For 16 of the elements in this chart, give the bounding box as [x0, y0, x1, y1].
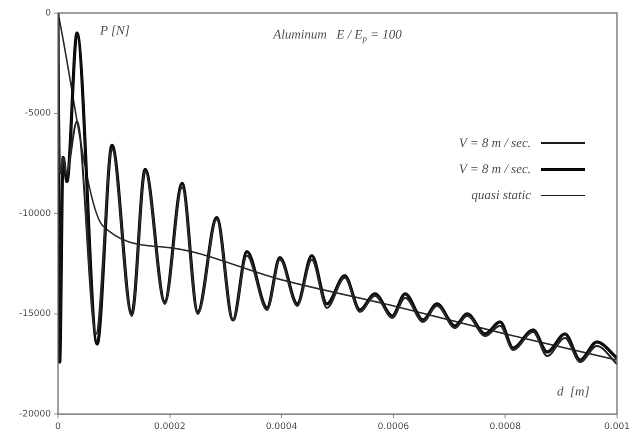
legend-label: V = 8 m / sec.	[458, 135, 531, 151]
y-tick-label: -20000	[19, 410, 52, 420]
x-tick-label: 0.0004	[266, 422, 298, 432]
y-tick-label: -10000	[19, 208, 52, 219]
y-tick-label: -15000	[19, 309, 52, 320]
y-tick-label: 0	[45, 8, 52, 18]
x-tick-label: 0.0008	[489, 422, 522, 432]
x-tick-label: 0.001	[604, 422, 630, 432]
x-axis-title: d [m]	[557, 384, 590, 399]
x-tick-label: 0	[55, 422, 62, 432]
y-axis-title: P [N]	[99, 22, 130, 38]
y-tick-label: -5000	[24, 108, 52, 119]
x-tick-label: 0.0002	[154, 422, 186, 432]
legend-label: V = 8 m / sec.	[458, 161, 531, 177]
legend-label: quasi static	[471, 187, 531, 203]
x-tick-label: 0.0006	[378, 422, 410, 432]
